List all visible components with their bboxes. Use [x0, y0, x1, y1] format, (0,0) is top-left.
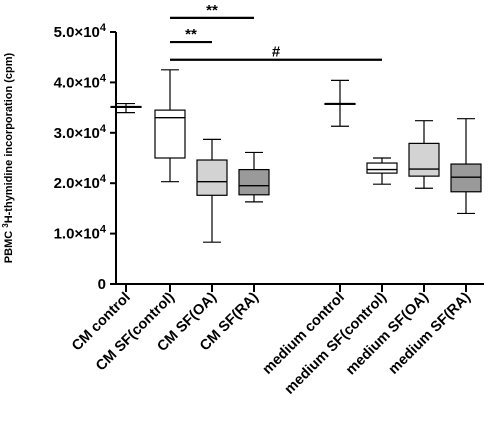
box-rect — [366, 162, 398, 174]
box-1 — [154, 69, 186, 183]
y-axis-label: PBMC 3H-thymidine incorporation (cpm) — [1, 52, 16, 263]
y-tick-label: 3.0×104 — [54, 123, 107, 142]
significance-label: ** — [206, 2, 218, 19]
box-rect — [238, 168, 270, 196]
significance-label: # — [272, 44, 281, 61]
y-ticks: 0 1.0×104 2.0×104 3.0×104 4.0×104 5.0×104 — [54, 22, 116, 293]
boxes — [110, 69, 482, 243]
box-7 — [450, 118, 482, 215]
box-rect — [196, 159, 228, 196]
box-2 — [196, 138, 228, 243]
significance-label: ** — [185, 26, 197, 43]
y-tick-label: 2.0×104 — [54, 173, 107, 192]
y-axis-label-superscript: 3 — [1, 223, 10, 228]
box-6 — [408, 120, 440, 189]
box-4 — [324, 79, 356, 127]
y-tick-label: 5.0×104 — [54, 22, 107, 41]
significance-2: # — [170, 44, 382, 61]
y-tick-label: 0 — [98, 276, 106, 293]
significance-1: ** — [170, 26, 212, 44]
y-tick-label: 1.0×104 — [54, 224, 107, 243]
significance-0: ** — [170, 2, 254, 19]
y-tick-label: 4.0×104 — [54, 72, 107, 91]
significance-markers: ** ** # — [170, 2, 382, 61]
box-rect — [408, 142, 440, 177]
box-5 — [366, 157, 398, 185]
box-rect — [450, 163, 482, 193]
box-3 — [238, 151, 270, 203]
box-0 — [110, 102, 142, 114]
